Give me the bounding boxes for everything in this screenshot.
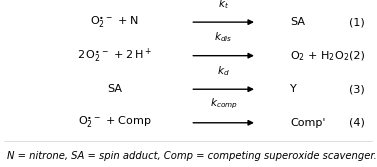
Text: SA: SA [290, 17, 305, 27]
Text: N = nitrone, SA = spin adduct, Comp = competing superoxide scavenger.: N = nitrone, SA = spin adduct, Comp = co… [8, 151, 377, 161]
Text: $\mathrm{O_2^{\bullet-}}$ + Comp: $\mathrm{O_2^{\bullet-}}$ + Comp [78, 115, 152, 130]
Text: $\mathrm{O_2}$ + $\mathrm{H_2O_2}$: $\mathrm{O_2}$ + $\mathrm{H_2O_2}$ [290, 49, 349, 63]
Text: (4): (4) [349, 118, 365, 128]
Text: SA: SA [107, 84, 122, 94]
Text: $k_t$: $k_t$ [218, 0, 229, 11]
Text: (2): (2) [349, 51, 365, 61]
Text: $k_{dis}$: $k_{dis}$ [215, 30, 233, 44]
Text: $k_d$: $k_d$ [217, 64, 230, 78]
Text: Y: Y [290, 84, 297, 94]
Text: $\mathrm{O_2^{\bullet-}}$ + N: $\mathrm{O_2^{\bullet-}}$ + N [90, 14, 139, 30]
Text: Comp': Comp' [290, 118, 326, 128]
Text: (1): (1) [349, 17, 365, 27]
Text: (3): (3) [349, 84, 365, 94]
Text: $k_{comp}$: $k_{comp}$ [210, 97, 238, 111]
Text: $2\,\mathrm{O_2^{\bullet-}}$ + $2\,\mathrm{H^+}$: $2\,\mathrm{O_2^{\bullet-}}$ + $2\,\math… [77, 47, 152, 65]
